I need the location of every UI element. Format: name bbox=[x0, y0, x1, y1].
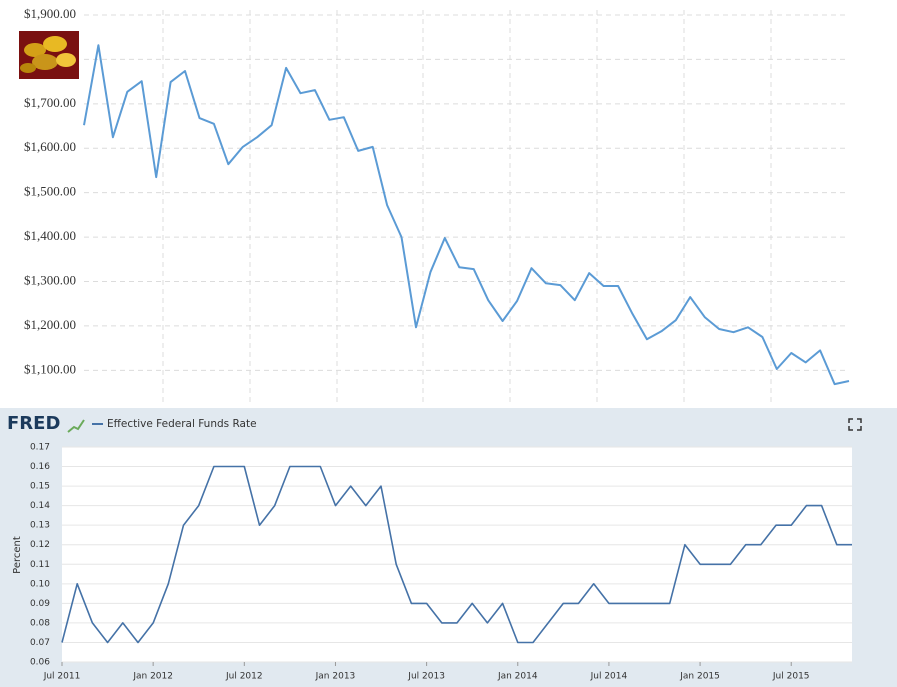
x-tick-label: Jul 2013 bbox=[407, 672, 445, 682]
x-tick-label: Jul 2014 bbox=[590, 672, 628, 682]
x-tick-label: Jan 2015 bbox=[679, 672, 720, 682]
y-tick-label: 0.14 bbox=[30, 501, 50, 511]
top-x-grid bbox=[162, 10, 772, 405]
y-tick-label: $1,500.00 bbox=[24, 184, 76, 199]
y-tick-label: $1,200.00 bbox=[24, 317, 76, 332]
y-axis-title: Percent bbox=[12, 536, 23, 574]
y-tick-label: $1,700.00 bbox=[24, 95, 76, 110]
data-line bbox=[83, 44, 850, 386]
x-tick-label: Jan 2013 bbox=[315, 672, 356, 682]
y-tick-label: 0.09 bbox=[30, 599, 50, 609]
fred-logo: FRED bbox=[7, 413, 60, 434]
x-tick-label: Jul 2011 bbox=[43, 672, 81, 682]
y-tick-label: 0.16 bbox=[30, 462, 50, 472]
legend-label: Effective Federal Funds Rate bbox=[107, 418, 257, 430]
y-tick-label: 0.06 bbox=[30, 658, 50, 668]
y-tick-label: $1,900.00 bbox=[24, 6, 76, 21]
x-tick-label: Jan 2012 bbox=[132, 672, 173, 682]
y-tick-label: 0.17 bbox=[30, 443, 50, 453]
y-tick-label: $1,100.00 bbox=[24, 361, 76, 376]
y-tick-label: $1,400.00 bbox=[24, 228, 76, 243]
x-tick-label: Jul 2012 bbox=[225, 672, 263, 682]
y-tick-label: $1,300.00 bbox=[24, 272, 76, 287]
expand-icon[interactable] bbox=[848, 418, 862, 431]
data-line bbox=[61, 465, 852, 644]
plot-area bbox=[62, 447, 852, 662]
x-tick-label: Jan 2014 bbox=[497, 672, 538, 682]
logo-icon bbox=[67, 419, 85, 433]
y-tick-label: 0.13 bbox=[30, 521, 50, 531]
x-tick-label: Jul 2015 bbox=[772, 672, 810, 682]
gold-coins-image bbox=[19, 31, 79, 79]
y-tick-label: 0.08 bbox=[30, 618, 50, 628]
y-tick-label: 0.10 bbox=[30, 579, 50, 589]
y-tick-label: 0.07 bbox=[30, 638, 50, 648]
y-tick-label: $1,600.00 bbox=[24, 139, 76, 154]
y-tick-label: 0.15 bbox=[30, 482, 50, 492]
y-tick-label: 0.11 bbox=[30, 560, 50, 570]
y-tick-label: 0.12 bbox=[30, 540, 50, 550]
